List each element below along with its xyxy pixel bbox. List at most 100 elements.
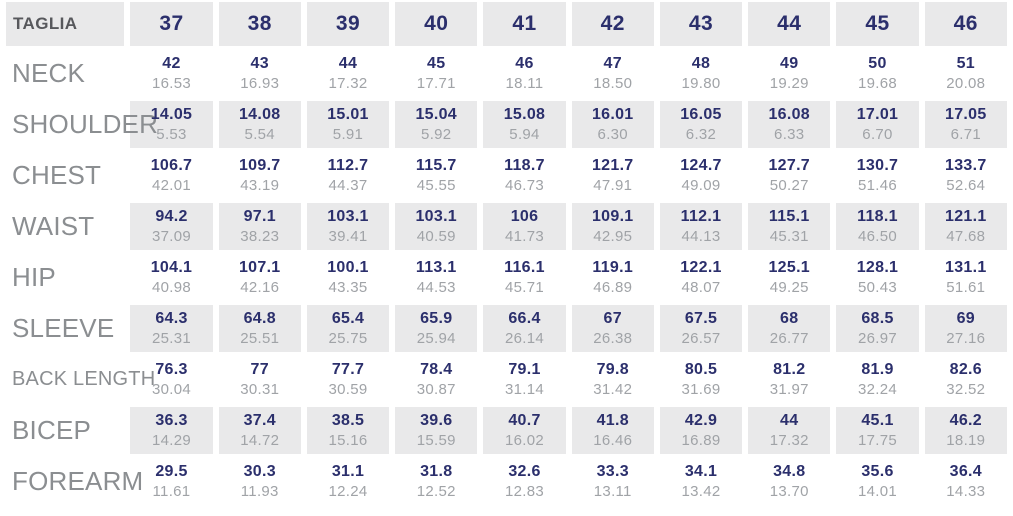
cm-value: 31.8 bbox=[420, 463, 453, 480]
cm-value: 106 bbox=[510, 208, 539, 225]
inch-value: 52.64 bbox=[946, 177, 986, 194]
header-size-7: 44 bbox=[748, 2, 831, 46]
inch-value: 31.69 bbox=[681, 381, 721, 398]
header-taglia-label: TAGLIA bbox=[6, 2, 125, 46]
inch-value: 17.32 bbox=[328, 75, 368, 92]
measurement-cell: 125.1 49.25 bbox=[748, 254, 831, 301]
inch-value: 26.57 bbox=[681, 330, 721, 347]
inch-value: 26.14 bbox=[504, 330, 545, 347]
cm-value: 103.1 bbox=[415, 208, 458, 225]
inch-value: 16.46 bbox=[593, 432, 633, 449]
header-size-8: 45 bbox=[836, 2, 919, 46]
inch-value: 42.01 bbox=[151, 177, 192, 194]
measurement-cell: 94.2 37.09 bbox=[130, 203, 213, 250]
measurement-cell: 130.7 51.46 bbox=[836, 152, 919, 199]
header-size-6: 43 bbox=[659, 2, 743, 46]
measurement-cell: 44 17.32 bbox=[306, 50, 390, 97]
row-label: BICEP bbox=[6, 407, 125, 454]
cm-value: 100.1 bbox=[327, 259, 369, 276]
cm-value: 76.3 bbox=[155, 361, 188, 378]
inch-value: 46.89 bbox=[593, 279, 633, 296]
measurement-cell: 46.2 18.19 bbox=[924, 407, 1007, 454]
row-label: NECK bbox=[6, 50, 125, 97]
measurement-cell: 118.1 46.50 bbox=[836, 203, 919, 250]
measurement-cell: 64.8 25.51 bbox=[218, 305, 301, 352]
table-row-forearm: FOREARM 29.5 11.61 30.3 11.93 31.1 12.24 31.8 12… bbox=[6, 458, 1007, 505]
measurement-cell: 79.8 31.42 bbox=[571, 356, 654, 403]
measurement-cell: 15.04 5.92 bbox=[395, 101, 478, 148]
cm-value: 79.1 bbox=[508, 361, 541, 378]
inch-value: 44.53 bbox=[416, 279, 456, 296]
measurement-cell: 47 18.50 bbox=[571, 50, 654, 97]
cm-value: 45 bbox=[427, 55, 446, 72]
inch-value: 30.31 bbox=[240, 381, 280, 398]
cm-value: 78.4 bbox=[420, 361, 453, 378]
inch-value: 5.54 bbox=[244, 126, 275, 143]
cm-value: 34.1 bbox=[684, 463, 718, 480]
measurement-cell: 113.1 44.53 bbox=[395, 254, 478, 301]
measurement-cell: 38.5 15.16 bbox=[306, 407, 390, 454]
cm-value: 125.1 bbox=[768, 259, 811, 276]
inch-value: 30.59 bbox=[328, 381, 368, 398]
cm-value: 36.3 bbox=[155, 412, 188, 429]
inch-value: 12.83 bbox=[504, 483, 545, 500]
measurement-cell: 43 16.93 bbox=[218, 50, 301, 97]
measurement-cell: 124.7 49.09 bbox=[659, 152, 743, 199]
row-label: HIP bbox=[6, 254, 125, 301]
inch-value: 25.75 bbox=[328, 330, 368, 347]
cm-value: 81.2 bbox=[773, 361, 806, 378]
row-label: CHEST bbox=[6, 152, 125, 199]
inch-value: 16.93 bbox=[240, 75, 280, 92]
cm-value: 97.1 bbox=[243, 208, 276, 225]
measurement-cell: 100.1 43.35 bbox=[306, 254, 390, 301]
cm-value: 109.7 bbox=[238, 157, 281, 174]
inch-value: 18.19 bbox=[946, 432, 986, 449]
inch-value: 45.55 bbox=[416, 177, 456, 194]
measurement-cell: 133.7 52.64 bbox=[924, 152, 1007, 199]
inch-value: 44.13 bbox=[681, 228, 721, 245]
cm-value: 15.01 bbox=[327, 106, 369, 123]
measurement-cell: 17.01 6.70 bbox=[836, 101, 919, 148]
header-size-2: 39 bbox=[306, 2, 390, 46]
cm-value: 51 bbox=[956, 55, 976, 72]
measurement-cell: 103.1 40.59 bbox=[395, 203, 478, 250]
inch-value: 5.53 bbox=[156, 126, 187, 143]
measurement-cell: 65.4 25.75 bbox=[306, 305, 390, 352]
measurement-cell: 35.6 14.01 bbox=[836, 458, 919, 505]
inch-value: 13.70 bbox=[769, 483, 809, 500]
table-row-back-length: BACK LENGTH 76.3 30.04 77 30.31 77.7 30.59 78.4… bbox=[6, 356, 1007, 403]
measurement-cell: 106 41.73 bbox=[483, 203, 566, 250]
cm-value: 116.1 bbox=[504, 259, 545, 276]
inch-value: 50.27 bbox=[769, 177, 809, 194]
inch-value: 32.24 bbox=[857, 381, 898, 398]
measurement-cell: 50 19.68 bbox=[836, 50, 919, 97]
inch-value: 30.87 bbox=[416, 381, 456, 398]
cm-value: 45.1 bbox=[861, 412, 894, 429]
inch-value: 43.19 bbox=[240, 177, 280, 194]
inch-value: 25.31 bbox=[151, 330, 192, 347]
inch-value: 13.42 bbox=[681, 483, 721, 500]
inch-value: 12.52 bbox=[416, 483, 456, 500]
cm-value: 68.5 bbox=[861, 310, 894, 327]
inch-value: 51.61 bbox=[946, 279, 986, 296]
inch-value: 26.38 bbox=[593, 330, 633, 347]
cm-value: 41.8 bbox=[596, 412, 629, 429]
inch-value: 19.80 bbox=[681, 75, 721, 92]
measurement-cell: 37.4 14.72 bbox=[218, 407, 301, 454]
inch-value: 5.94 bbox=[509, 126, 540, 143]
measurement-cell: 115.7 45.55 bbox=[395, 152, 478, 199]
measurement-cell: 31.8 12.52 bbox=[395, 458, 478, 505]
measurement-cell: 67 26.38 bbox=[571, 305, 654, 352]
measurement-cell: 30.3 11.93 bbox=[218, 458, 301, 505]
inch-value: 14.29 bbox=[151, 432, 192, 449]
cm-value: 82.6 bbox=[949, 361, 982, 378]
measurement-cell: 116.1 45.71 bbox=[483, 254, 566, 301]
cm-value: 77 bbox=[250, 361, 269, 378]
measurement-cell: 112.1 44.13 bbox=[659, 203, 743, 250]
cm-value: 40.7 bbox=[508, 412, 541, 429]
cm-value: 49 bbox=[780, 55, 799, 72]
cm-value: 38.5 bbox=[331, 412, 365, 429]
inch-value: 11.61 bbox=[152, 483, 191, 500]
table-row-hip: HIP 104.1 40.98 107.1 42.16 100.1 43.35 113.1 44… bbox=[6, 254, 1007, 301]
